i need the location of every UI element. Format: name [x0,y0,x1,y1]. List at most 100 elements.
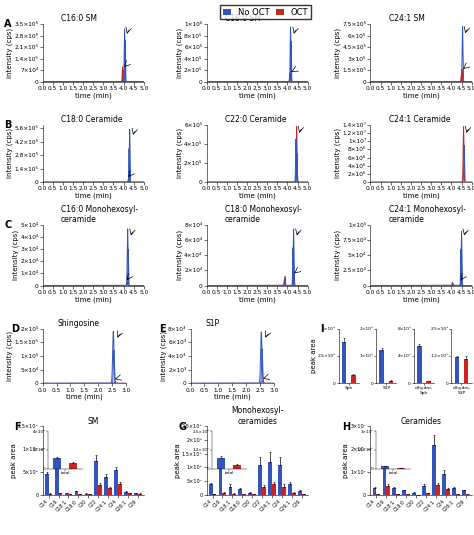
Bar [432,445,436,495]
Text: C24:1 SM: C24:1 SM [389,14,425,24]
Text: C16:0 Monohexosyl-
ceramide: C16:0 Monohexosyl- ceramide [61,205,138,225]
Bar [278,465,282,495]
Text: E: E [159,324,166,334]
Bar [292,493,296,495]
X-axis label: time (min): time (min) [403,92,439,98]
Bar [68,494,72,495]
Y-axis label: intensity (cps): intensity (cps) [176,230,183,280]
Bar [412,493,416,495]
Title: Monohexosyl-
ceramides: Monohexosyl- ceramides [231,406,283,425]
Bar [426,381,431,384]
Bar [456,494,459,495]
Text: C22:0 Ceramide: C22:0 Ceramide [225,115,286,124]
X-axis label: time (min): time (min) [239,193,275,199]
Y-axis label: peak area: peak area [310,339,317,373]
Bar [238,490,242,495]
Bar [402,490,406,495]
Bar [104,477,108,495]
Text: C: C [4,220,11,231]
Text: F: F [14,422,21,432]
Y-axis label: intensity (cps): intensity (cps) [7,331,13,381]
X-axis label: time (min): time (min) [66,394,102,400]
Y-axis label: intensity (cps): intensity (cps) [160,331,167,381]
Bar [45,475,49,495]
Bar [442,475,446,495]
Bar [426,493,430,495]
X-axis label: time (min): time (min) [75,296,111,303]
Bar [396,494,400,495]
Bar [302,494,306,495]
Legend: No OCT, OCT: No OCT, OCT [220,5,311,19]
X-axis label: time (min): time (min) [403,296,439,303]
Bar [228,487,232,495]
X-axis label: time (min): time (min) [214,394,251,400]
Bar [452,488,456,495]
Text: C24:1 Ceramide: C24:1 Ceramide [389,115,450,124]
X-axis label: time (min): time (min) [239,296,275,303]
Bar [389,380,393,384]
Bar [351,374,356,384]
Bar [268,462,272,495]
Text: A: A [4,19,12,29]
Text: D: D [11,324,19,334]
Bar [262,487,266,495]
X-axis label: time (min): time (min) [75,193,111,199]
Bar [455,357,459,384]
Title: SM: SM [88,417,99,425]
Bar [342,342,346,384]
Y-axis label: intensity (cps): intensity (cps) [7,128,13,179]
Text: B: B [4,120,11,130]
Bar [258,465,262,495]
Y-axis label: intensity (cps): intensity (cps) [335,128,341,179]
X-axis label: time (min): time (min) [75,92,111,98]
Bar [94,461,98,495]
Bar [78,494,82,495]
Bar [49,493,53,495]
Text: C24:1 Monohexosyl-
ceramide: C24:1 Monohexosyl- ceramide [389,205,465,225]
Bar [108,488,112,495]
Bar [138,493,142,495]
Y-axis label: peak area: peak area [343,443,349,478]
Y-axis label: intensity (cps): intensity (cps) [7,28,13,78]
Y-axis label: intensity (cps): intensity (cps) [12,230,19,280]
Bar [222,493,226,495]
Bar [383,445,386,495]
Text: C18:0 SM: C18:0 SM [225,14,261,24]
Bar [248,493,252,495]
Y-axis label: peak area: peak area [10,443,17,478]
Bar [98,485,102,495]
Text: Shingosine: Shingosine [58,319,100,328]
Y-axis label: intensity (cps): intensity (cps) [176,28,182,78]
Bar [272,485,276,495]
Text: G: G [178,422,186,432]
Title: Ceramides: Ceramides [401,417,442,425]
Bar [464,359,468,384]
Text: C18:0 Monohexosyl-
ceramide: C18:0 Monohexosyl- ceramide [225,205,302,225]
Bar [114,470,118,495]
Bar [462,490,465,495]
Bar [252,494,256,495]
Y-axis label: intensity (cps): intensity (cps) [176,128,182,179]
Bar [74,491,78,495]
X-axis label: time (min): time (min) [239,92,275,98]
Bar [373,488,376,495]
Bar [422,486,426,495]
Text: C18:0 Ceramide: C18:0 Ceramide [61,115,122,124]
Text: H: H [342,422,350,432]
Bar [88,494,92,495]
Bar [417,346,421,384]
Bar [209,484,212,495]
Bar [232,493,236,495]
Bar [134,493,138,495]
Text: I: I [320,324,324,334]
Bar [128,493,132,495]
Bar [219,456,222,495]
Bar [58,493,62,495]
Bar [242,494,246,495]
Bar [298,491,302,495]
Bar [392,488,396,495]
Y-axis label: intensity (cps): intensity (cps) [335,230,341,280]
Bar [282,487,286,495]
Text: C16:0 SM: C16:0 SM [61,14,97,24]
Bar [436,485,440,495]
